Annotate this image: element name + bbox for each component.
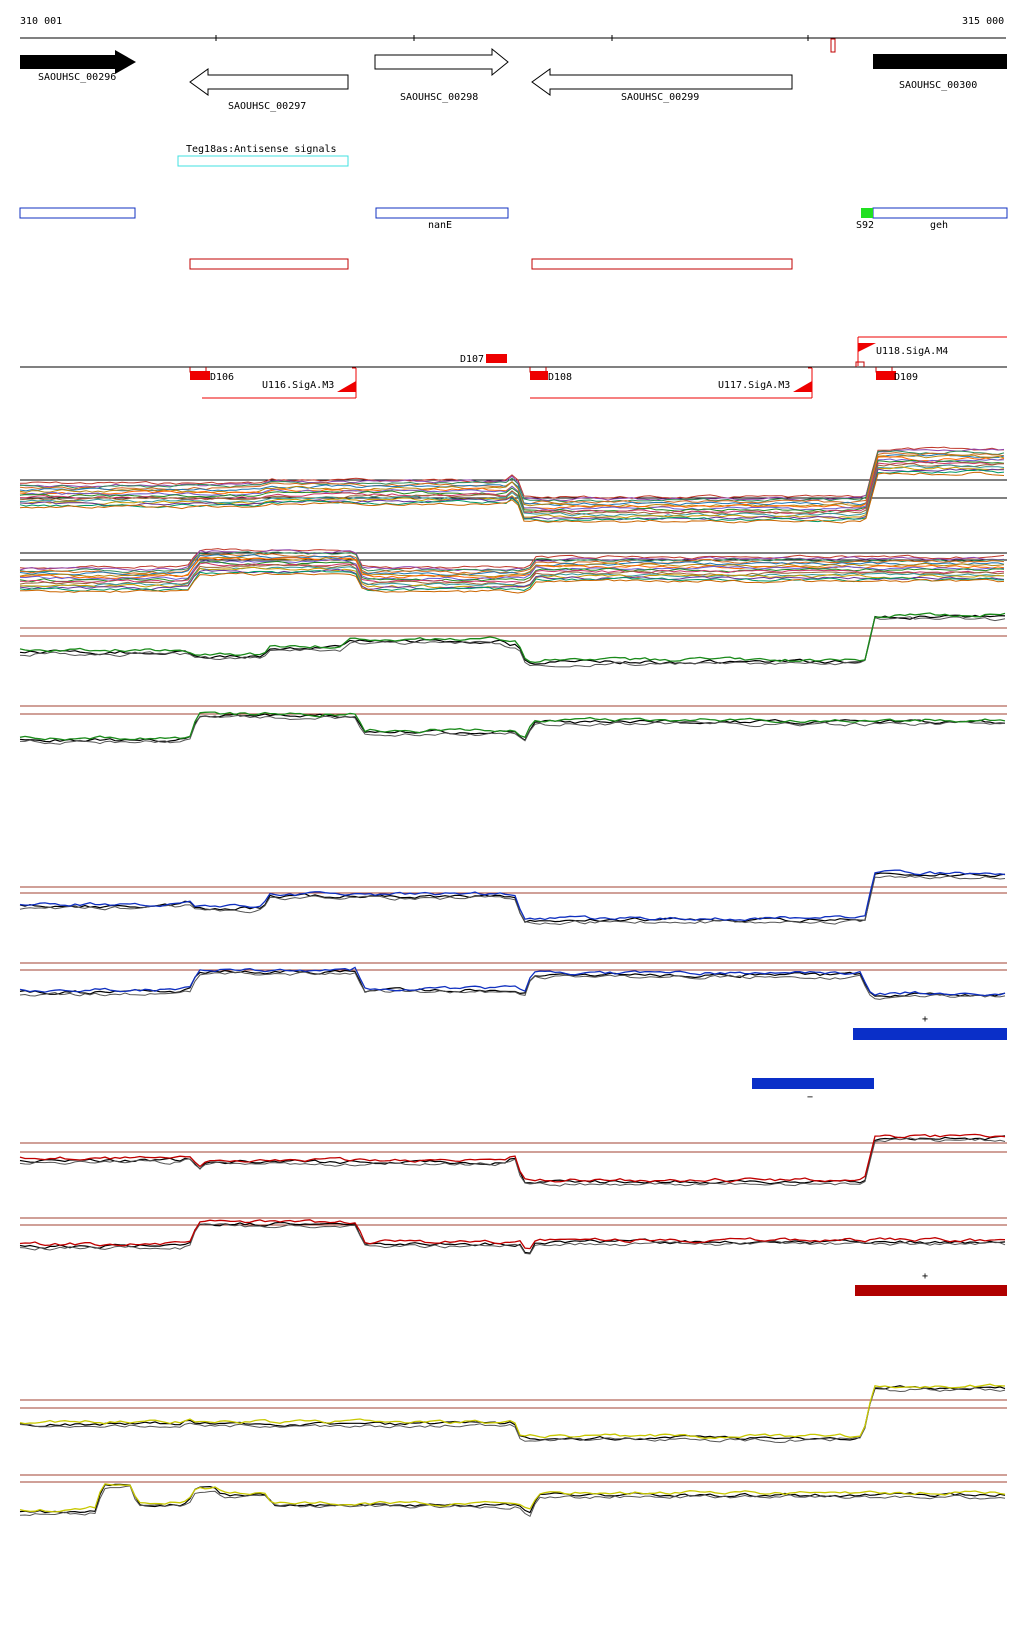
profile-black	[19, 969, 1006, 998]
promoter-label-d109: D109	[894, 372, 918, 383]
coordinate-ruler: 310 001 315 000	[20, 16, 1006, 53]
multi-minus-profile	[19, 551, 1005, 573]
profile-gray	[19, 616, 1006, 668]
multi-plus-profile	[19, 463, 1005, 516]
promoter-d109[interactable]	[876, 371, 896, 380]
gene-arrow-00300[interactable]	[873, 54, 1007, 69]
gene-arrow-00299[interactable]	[531, 68, 793, 96]
multi-plus-profile	[19, 454, 1005, 508]
multi-minus-profile	[19, 568, 1005, 591]
blue-plus-mark: +	[922, 1014, 928, 1025]
annotation-label-geh: geh	[930, 220, 948, 231]
multi-plus-profile	[19, 466, 1005, 519]
antisense-track: Teg18as:Antisense signals	[177, 144, 349, 167]
profile-black	[19, 614, 1006, 665]
coord-start-label: 310 001	[20, 16, 62, 27]
multi-minus-profile	[19, 549, 1005, 572]
gene-label-00296: SAOUHSC_00296	[38, 72, 116, 83]
multi-plus-profile	[19, 446, 1005, 500]
gene-arrow-00298[interactable]	[374, 47, 509, 77]
promoter-label-u116: U116.SigA.M3	[262, 380, 334, 391]
profile-red	[19, 1133, 1006, 1183]
gene-arrow-00296[interactable]	[20, 50, 136, 74]
profile-gray	[20, 714, 1006, 745]
gene-arrow-00297[interactable]	[189, 68, 349, 96]
antisense-transcript-299[interactable]	[531, 258, 793, 270]
expression-tracks	[19, 612, 1006, 1518]
annotation-box-nanE[interactable]	[375, 207, 509, 219]
gene-track: SAOUHSC_00296 SAOUHSC_00297 SAOUHSC_0029…	[20, 47, 1007, 112]
promoter-label-d108: D108	[548, 372, 572, 383]
gene-label-00297: SAOUHSC_00297	[228, 101, 306, 112]
profile-blue	[19, 966, 1006, 997]
promoter-label-u117: U117.SigA.M3	[718, 380, 790, 391]
profile-red	[19, 1219, 1006, 1250]
promoter-d107[interactable]	[486, 354, 507, 363]
profile-blue	[19, 869, 1006, 922]
profile-green	[19, 711, 1006, 741]
annotation-label-s92: S92	[856, 220, 874, 231]
multi-minus-profile	[19, 570, 1004, 592]
profile-black	[19, 1483, 1006, 1514]
profile-gray	[19, 1386, 1006, 1444]
multi-minus-profile	[19, 562, 1005, 584]
threshold-lines	[20, 627, 1007, 1483]
promoter-label-d107: D107	[460, 354, 484, 365]
expression-multi-track-minus	[19, 548, 1007, 594]
profile-gray	[19, 971, 1006, 1000]
multi-plus-profile	[19, 469, 1005, 523]
segment-red-plus[interactable]	[855, 1285, 1007, 1296]
promoter-d106[interactable]	[190, 371, 210, 380]
segment-bars: + − +	[752, 1014, 1007, 1296]
multi-plus-profile	[19, 450, 1005, 503]
gene-label-00300: SAOUHSC_00300	[899, 80, 977, 91]
blue-minus-mark: −	[807, 1092, 813, 1103]
antisense-transcript-297[interactable]	[189, 258, 349, 270]
segment-blue-minus[interactable]	[752, 1078, 874, 1089]
gene-label-00298: SAOUHSC_00298	[400, 92, 478, 103]
segment-blue-plus[interactable]	[853, 1028, 1007, 1040]
profile-black	[19, 1385, 1006, 1441]
antisense-box[interactable]	[177, 155, 349, 167]
profile-black	[19, 713, 1006, 743]
multi-plus-profile	[19, 468, 1005, 521]
antisense-transcript-track	[189, 258, 793, 270]
red-plus-mark: +	[922, 1271, 928, 1282]
profile-gray	[19, 1223, 1006, 1255]
profile-black	[19, 872, 1006, 923]
gene-label-00299: SAOUHSC_00299	[621, 92, 699, 103]
annotation-track: nanE S92 geh	[19, 207, 1008, 231]
profile-green	[19, 612, 1006, 664]
multi-plus-profile	[19, 458, 1005, 511]
multi-minus-profile	[19, 548, 1005, 570]
antisense-label: Teg18as:Antisense signals	[186, 144, 337, 155]
profile-gray	[19, 1137, 1006, 1187]
annotation-box-00296[interactable]	[19, 207, 136, 219]
multi-minus-profile	[19, 554, 1005, 577]
multi-plus-profile	[19, 464, 1005, 518]
multi-minus-profile	[19, 565, 1004, 588]
expression-multi-track-plus	[19, 446, 1007, 524]
promoter-u117[interactable]	[793, 381, 812, 392]
annotation-box-geh[interactable]	[872, 207, 1008, 219]
profile-yellow	[19, 1383, 1006, 1439]
promoter-u116[interactable]	[337, 381, 356, 392]
promoter-u118[interactable]	[858, 343, 876, 352]
signal-peptide-s92[interactable]	[861, 208, 873, 218]
annotation-label-nanE: nanE	[428, 220, 452, 231]
promoter-d108[interactable]	[530, 371, 548, 380]
promoter-track: D106 D107 D108 D109 U116.SigA.M3 U117.Si…	[20, 336, 1007, 399]
profile-yellow	[19, 1483, 1006, 1513]
multi-minus-profile	[19, 558, 1005, 581]
coord-end-label: 315 000	[962, 16, 1004, 27]
promoter-label-u118: U118.SigA.M4	[876, 346, 948, 357]
multi-plus-profile	[19, 471, 1005, 524]
promoter-label-d106: D106	[210, 372, 234, 383]
profile-gray	[19, 1485, 1006, 1518]
multi-minus-profile	[20, 572, 1005, 594]
profile-gray	[19, 875, 1006, 926]
